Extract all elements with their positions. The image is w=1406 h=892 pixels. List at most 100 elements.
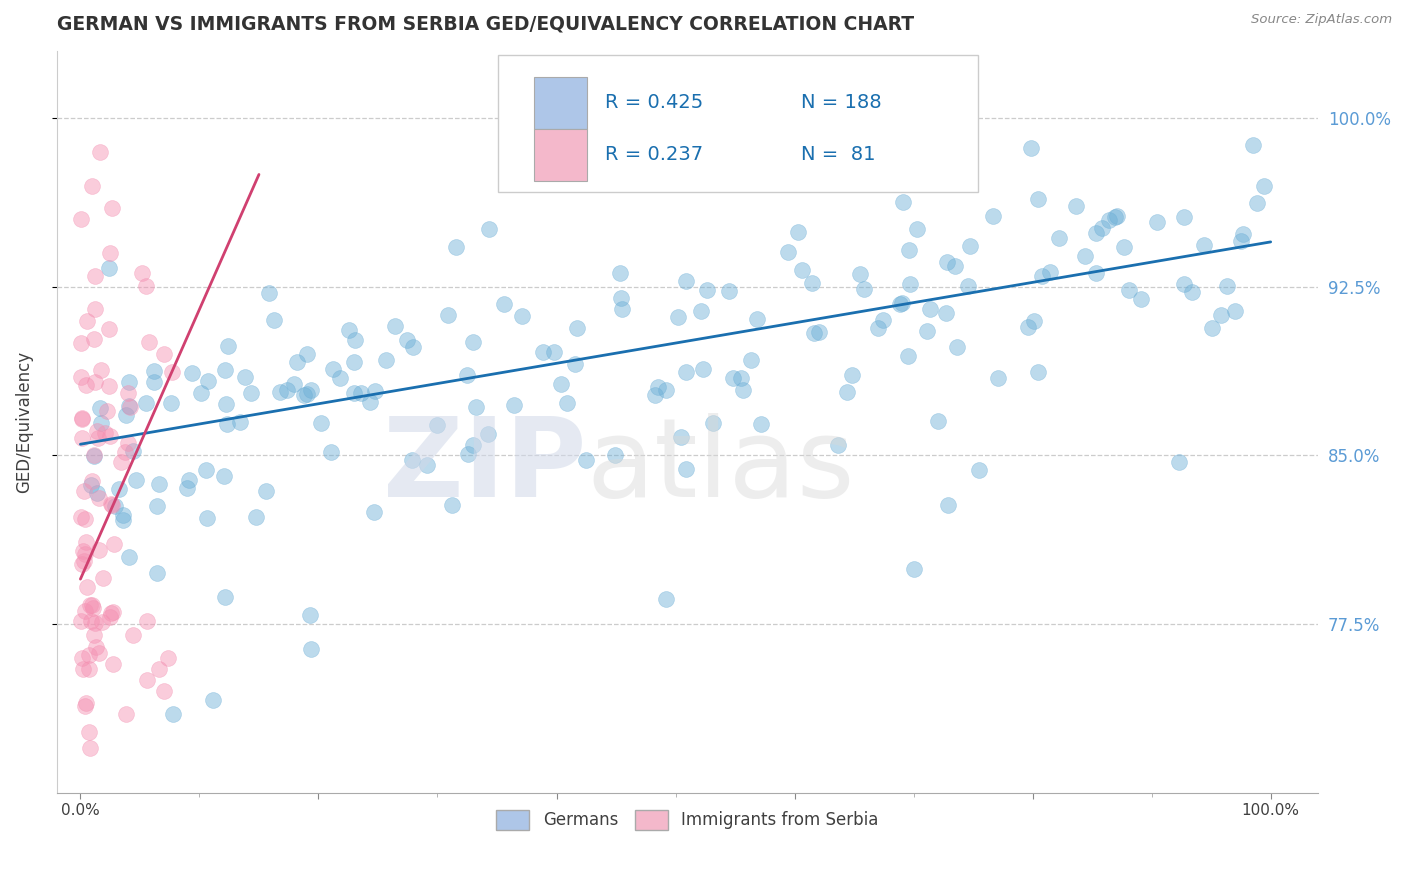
Point: [905, 222, 928, 236]
Point: [101, 657, 124, 671]
Point: [402, 340, 425, 354]
Point: [80, 474, 103, 488]
Point: [80, 598, 103, 612]
Point: [1047, 231, 1070, 245]
Point: [441, 498, 464, 512]
Point: [1201, 321, 1223, 335]
Point: [891, 296, 914, 310]
Point: [1021, 141, 1043, 155]
FancyBboxPatch shape: [533, 77, 586, 128]
Point: [575, 453, 598, 467]
Point: [426, 417, 449, 432]
Point: [90, 416, 112, 430]
Point: [215, 397, 238, 411]
Point: [702, 417, 724, 431]
Point: [696, 283, 718, 297]
Point: [1241, 138, 1264, 153]
Point: [1085, 266, 1108, 280]
Point: [153, 684, 176, 698]
Point: [98, 322, 121, 336]
Point: [83, 616, 105, 631]
Point: [160, 365, 183, 379]
Point: [730, 371, 752, 385]
Text: N =  81: N = 81: [801, 145, 876, 164]
Point: [605, 448, 627, 462]
Point: [935, 306, 957, 320]
Point: [148, 662, 170, 676]
Point: [117, 549, 139, 564]
Point: [79, 598, 101, 612]
Point: [152, 347, 174, 361]
Point: [118, 399, 141, 413]
Point: [80, 478, 103, 492]
Point: [550, 376, 572, 391]
Point: [889, 297, 911, 311]
Point: [1194, 238, 1216, 252]
Point: [103, 537, 125, 551]
Point: [79, 614, 101, 628]
Point: [75, 511, 97, 525]
FancyBboxPatch shape: [498, 54, 977, 192]
Point: [723, 371, 745, 385]
Point: [655, 383, 678, 397]
Text: N = 188: N = 188: [801, 94, 882, 112]
Point: [609, 266, 631, 280]
Point: [70, 510, 93, 524]
Point: [86, 485, 108, 500]
Point: [610, 291, 633, 305]
Point: [233, 369, 256, 384]
Point: [838, 175, 860, 189]
Point: [124, 473, 146, 487]
Point: [1253, 179, 1275, 194]
Point: [1064, 199, 1087, 213]
Point: [644, 388, 666, 402]
Point: [956, 279, 979, 293]
Point: [457, 447, 479, 461]
Point: [77, 648, 100, 662]
Point: [803, 326, 825, 341]
Point: [808, 325, 831, 339]
Point: [276, 384, 298, 398]
Point: [110, 455, 132, 469]
Point: [101, 498, 124, 512]
Point: [610, 302, 633, 317]
Point: [190, 386, 212, 401]
Point: [217, 339, 239, 353]
Point: [87, 543, 110, 558]
Point: [897, 243, 920, 257]
Point: [669, 430, 692, 444]
Point: [295, 347, 318, 361]
Point: [217, 417, 239, 431]
Point: [94, 425, 117, 440]
Point: [162, 706, 184, 721]
Text: atlas: atlas: [586, 413, 855, 520]
Point: [254, 483, 277, 498]
Point: [1074, 249, 1097, 263]
Point: [1039, 265, 1062, 279]
Point: [121, 443, 143, 458]
Point: [91, 615, 114, 629]
Point: [943, 260, 966, 274]
Point: [72, 662, 94, 676]
Point: [160, 396, 183, 410]
Point: [898, 277, 921, 291]
Point: [654, 591, 676, 606]
Point: [319, 444, 342, 458]
Point: [100, 497, 122, 511]
Text: R = 0.237: R = 0.237: [606, 145, 703, 164]
Point: [1232, 227, 1254, 241]
Point: [740, 353, 762, 368]
Point: [344, 333, 367, 347]
Point: [456, 368, 478, 382]
Point: [73, 548, 96, 562]
Point: [492, 297, 515, 311]
Point: [733, 383, 755, 397]
Point: [70, 557, 93, 571]
Point: [920, 302, 942, 317]
Point: [690, 303, 713, 318]
Point: [786, 225, 808, 239]
Point: [967, 463, 990, 477]
Point: [229, 415, 252, 429]
Point: [343, 355, 366, 369]
Point: [827, 438, 849, 452]
